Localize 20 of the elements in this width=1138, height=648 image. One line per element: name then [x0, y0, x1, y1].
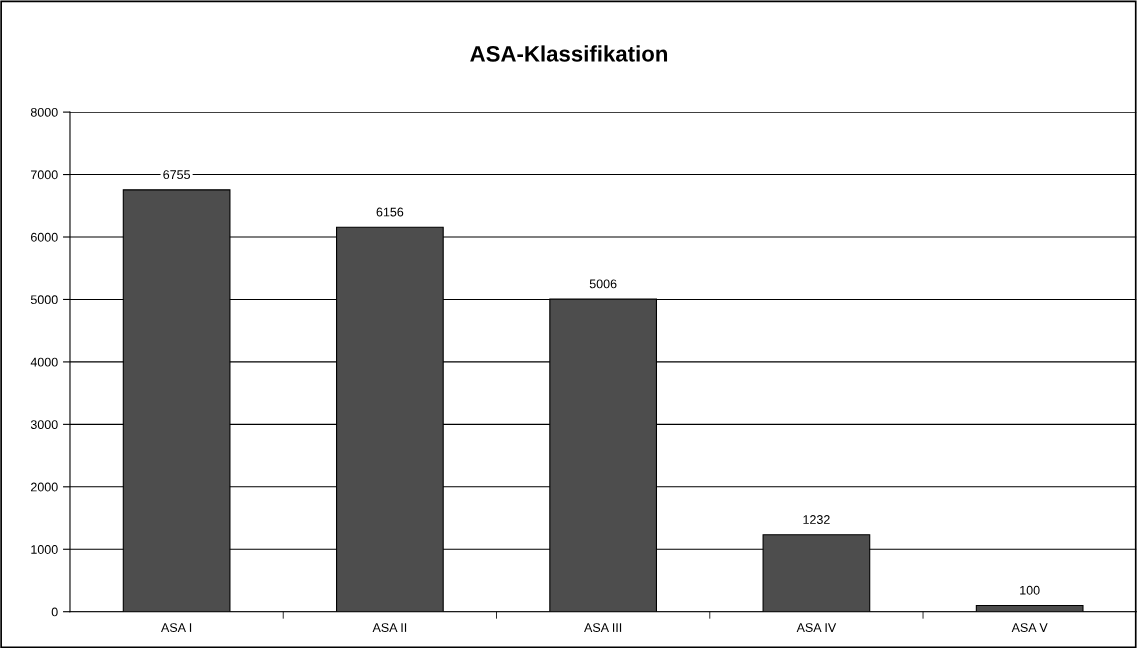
data-label: 6156: [376, 207, 404, 217]
y-tick-label: 4000: [30, 357, 58, 367]
y-tick-label: 7000: [31, 170, 58, 180]
y-tick-label: 3000: [30, 420, 58, 430]
y-tick-label: 8000: [30, 107, 58, 117]
y-tick-label: 5000: [30, 295, 58, 305]
x-tick-label: ASA IV: [796, 623, 837, 632]
x-tick-label: ASA V: [1011, 623, 1048, 632]
chart-title: ASA-Klassifikation: [470, 45, 668, 62]
y-tick-label: 2000: [31, 482, 58, 492]
data-label: 5006: [589, 279, 617, 289]
data-label: 6755: [163, 170, 190, 180]
x-tick-label: ASA I: [161, 623, 192, 632]
data-label: 100: [1020, 585, 1040, 595]
y-tick-label: 0: [51, 607, 58, 617]
x-tick-label: ASA III: [584, 623, 622, 632]
y-tick-label: 1000: [31, 545, 58, 554]
data-label: 1232: [803, 515, 830, 524]
y-tick-label: 6000: [31, 232, 58, 242]
x-tick-label: ASA II: [372, 623, 407, 632]
